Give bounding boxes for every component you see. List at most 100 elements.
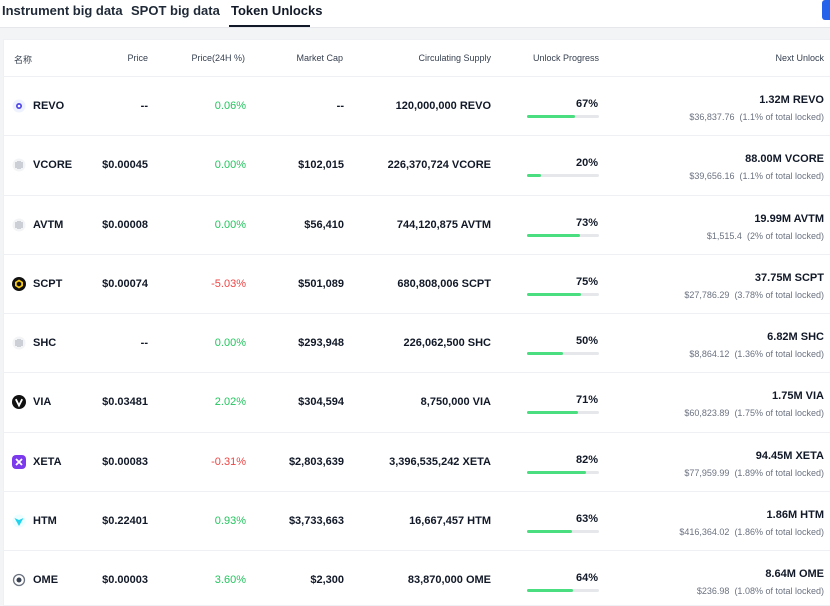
token-name[interactable]: VIA: [33, 396, 52, 408]
price-change: 0.06%: [214, 100, 246, 112]
corner-action-button[interactable]: [822, 0, 830, 20]
unlock-progress-bar: [527, 234, 599, 237]
next-unlock-amount: 1.32M REVO: [759, 94, 824, 106]
table-row[interactable]: SCPT $0.00074 -5.03% $501,089 680,808,006 SC…: [3, 254, 830, 313]
token-name[interactable]: SCPT: [33, 278, 63, 290]
market-cap: $304,594: [298, 396, 344, 408]
next-unlock-amount: 88.00M VCORE: [745, 153, 824, 165]
header-price-change[interactable]: Price(24H %): [191, 53, 245, 63]
next-unlock-value: $8,864.12: [689, 349, 730, 359]
market-cap: $501,089: [298, 278, 344, 290]
unlock-progress-bar: [527, 471, 599, 474]
unlock-progress-bar: [527, 589, 599, 592]
price-change: 0.93%: [214, 515, 246, 527]
unlock-progress-fill: [527, 471, 587, 474]
unlock-progress-bar: [527, 115, 599, 118]
next-unlock-amount: 1.75M VIA: [772, 390, 824, 402]
table-row[interactable]: OME $0.00003 3.60% $2,300 83,870,000 OME 64% 8…: [3, 550, 830, 606]
table-row[interactable]: SHC -- 0.00% $293,948 226,062,500 SHC 50% 6.82…: [3, 313, 830, 372]
circulating-supply: 226,370,724 VCORE: [387, 159, 491, 171]
unlock-progress-percent: 63%: [575, 513, 598, 525]
revo-icon: [12, 99, 26, 113]
token-price: $0.00074: [102, 278, 148, 290]
unlock-progress-percent: 73%: [575, 217, 598, 229]
token-name[interactable]: SHC: [33, 337, 57, 349]
unlock-progress-fill: [527, 234, 580, 237]
market-cap: $3,733,663: [288, 515, 344, 527]
next-unlock-detail: $1,515.4 (2% of total locked): [707, 231, 824, 241]
next-unlock-detail: $236.98 (1.08% of total locked): [697, 586, 824, 596]
token-price: $0.22401: [102, 515, 148, 527]
scpt-icon: [12, 277, 26, 291]
next-unlock-share: (1.75% of total locked): [734, 408, 824, 418]
token-price: $0.00003: [102, 574, 148, 586]
table-row[interactable]: VCORE $0.00045 0.00% $102,015 226,370,724 VC…: [3, 135, 830, 194]
unlock-progress-fill: [527, 293, 581, 296]
header-circulating-supply[interactable]: Circulating Supply: [418, 53, 491, 63]
next-unlock-share: (1.86% of total locked): [734, 527, 824, 537]
token-price: $0.00045: [102, 159, 148, 171]
circulating-supply: 8,750,000 VIA: [420, 396, 491, 408]
tab-token-unlocks[interactable]: Token Unlocks: [231, 3, 323, 18]
unlock-progress-fill: [527, 530, 573, 533]
token-price: $0.00083: [102, 456, 148, 468]
header-market-cap[interactable]: Market Cap: [296, 53, 343, 63]
tab-spot-big-data[interactable]: SPOT big data: [131, 3, 220, 18]
header-name[interactable]: 名称: [14, 55, 33, 65]
market-cap: $2,803,639: [288, 456, 344, 468]
next-unlock-amount: 19.99M AVTM: [754, 213, 824, 225]
table-row[interactable]: AVTM $0.00008 0.00% $56,410 744,120,875 AVTM…: [3, 195, 830, 254]
table-row[interactable]: XETA $0.00083 -0.31% $2,803,639 3,396,535,24…: [3, 432, 830, 491]
header-next-unlock[interactable]: Next Unlock: [775, 53, 824, 63]
next-unlock-detail: $60,823.89 (1.75% of total locked): [684, 408, 824, 418]
next-unlock-amount: 1.86M HTM: [766, 509, 824, 521]
vcore-icon: [12, 158, 26, 172]
unlock-progress-bar: [527, 174, 599, 177]
htm-icon: [12, 514, 26, 528]
next-unlock-share: (1.89% of total locked): [734, 468, 824, 478]
tab-instrument-big-data[interactable]: Instrument big data: [2, 3, 123, 18]
unlock-progress-fill: [527, 589, 574, 592]
token-name[interactable]: OME: [33, 574, 59, 586]
header-price[interactable]: Price: [127, 53, 148, 63]
next-unlock-detail: $77,959.99 (1.89% of total locked): [684, 468, 824, 478]
header-unlock-progress[interactable]: Unlock Progress: [532, 53, 599, 63]
table-row[interactable]: REVO -- 0.06% -- 120,000,000 REVO 67% 1.32M RE…: [3, 76, 830, 135]
avtm-icon: [12, 218, 26, 232]
next-unlock-value: $236.98: [696, 586, 730, 596]
unlock-progress-percent: 67%: [575, 98, 598, 110]
token-name[interactable]: HTM: [33, 515, 57, 527]
active-tab-indicator: [229, 25, 310, 27]
unlock-progress-percent: 75%: [575, 276, 598, 288]
token-name[interactable]: XETA: [33, 456, 62, 468]
circulating-supply: 744,120,875 AVTM: [396, 219, 491, 231]
circulating-supply: 226,062,500 SHC: [403, 337, 491, 349]
unlock-progress-bar: [527, 530, 599, 533]
via-icon: [12, 395, 26, 409]
unlock-progress-bar: [527, 352, 599, 355]
next-unlock-value: $416,364.02: [679, 527, 730, 537]
next-unlock-value: $60,823.89: [684, 408, 730, 418]
next-unlock-value: $39,656.16: [689, 171, 735, 181]
table-row[interactable]: VIA $0.03481 2.02% $304,594 8,750,000 VIA 71%…: [3, 372, 830, 431]
table-row[interactable]: HTM $0.22401 0.93% $3,733,663 16,667,457 HTM…: [3, 491, 830, 550]
circulating-supply: 680,808,006 SCPT: [397, 278, 491, 290]
price-change: 0.00%: [214, 337, 246, 349]
next-unlock-amount: 6.82M SHC: [767, 331, 824, 343]
unlock-progress-bar: [527, 411, 599, 414]
token-price: $0.00008: [102, 219, 148, 231]
token-name[interactable]: REVO: [33, 100, 65, 112]
token-name[interactable]: VCORE: [33, 159, 73, 171]
price-change: 3.60%: [214, 574, 246, 586]
market-cap: $293,948: [298, 337, 344, 349]
next-unlock-detail: $416,364.02 (1.86% of total locked): [679, 527, 824, 537]
unlock-progress-percent: 50%: [575, 335, 598, 347]
price-change: 0.00%: [214, 159, 246, 171]
unlock-progress-percent: 64%: [575, 572, 598, 584]
next-unlock-detail: $36,837.76 (1.1% of total locked): [689, 112, 824, 122]
market-cap: $56,410: [304, 219, 344, 231]
unlock-progress-fill: [527, 174, 542, 177]
token-name[interactable]: AVTM: [33, 219, 64, 231]
token-price: --: [140, 337, 148, 349]
next-unlock-value: $27,786.29: [684, 290, 730, 300]
